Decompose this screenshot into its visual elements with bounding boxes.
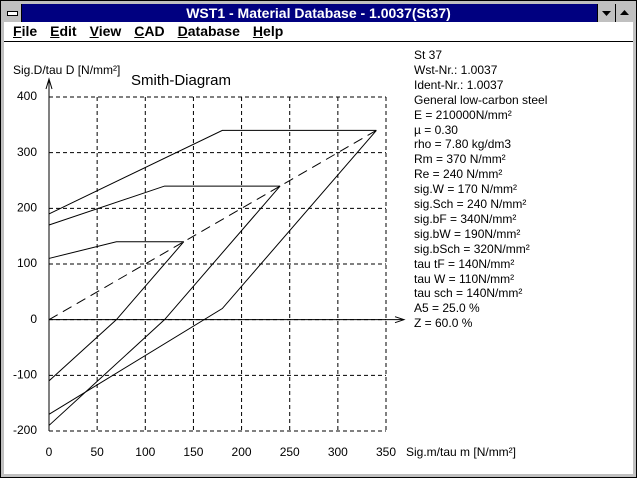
menu-item[interactable]: Database	[177, 23, 240, 39]
y-tick-label: 200	[17, 201, 37, 215]
menu-item[interactable]: Edit	[50, 23, 77, 39]
series-line	[48, 241, 185, 382]
x-tick-label: 100	[135, 445, 155, 459]
x-tick-label: 50	[90, 445, 104, 459]
y-tick-label: 300	[17, 145, 37, 159]
property-line: µ = 0.30	[414, 122, 458, 137]
series-line	[48, 129, 377, 215]
property-line: A5 = 25.0 %	[414, 301, 480, 316]
window-title: WST1 - Material Database - 1.0037(St37)	[186, 5, 451, 21]
menu-item[interactable]: View	[89, 23, 122, 39]
property-line: Re = 240 N/mm²	[414, 167, 503, 182]
x-tick-label: 350	[376, 445, 396, 459]
property-line: sig.bW = 190N/mm²	[414, 226, 521, 241]
menu-bar: File Edit View CAD Database Help	[4, 22, 633, 42]
property-line: sig.bSch = 320N/mm²	[414, 241, 530, 256]
menu-item[interactable]: CAD	[134, 23, 165, 39]
property-line: E = 210000N/mm²	[414, 107, 512, 122]
x-tick-label: 300	[328, 445, 348, 459]
control-box[interactable]	[4, 4, 22, 22]
y-axis-arrow	[45, 77, 53, 90]
title-bar: WST1 - Material Database - 1.0037(St37)	[4, 4, 633, 22]
property-line: rho = 7.80 kg/dm3	[414, 137, 512, 152]
property-line: sig.bF = 340N/mm²	[414, 211, 517, 226]
y-axis-label: Sig.D/tau D [N/mm²]	[13, 63, 120, 77]
property-line: Z = 60.0 %	[414, 316, 473, 331]
x-axis-arrow	[394, 316, 406, 324]
property-line: Rm = 370 N/mm²	[414, 152, 506, 167]
x-tick-label: 200	[232, 445, 252, 459]
menu-item[interactable]: Help	[252, 23, 284, 39]
minimize-button[interactable]	[597, 4, 615, 22]
property-line: Ident-Nr.: 1.0037	[414, 77, 504, 92]
menu-item[interactable]: File	[13, 23, 38, 39]
property-line: St 37	[414, 48, 443, 62]
client-area	[4, 42, 633, 474]
y-tick-label: 0	[30, 312, 37, 326]
series-line	[48, 185, 281, 226]
x-tick-label: 0	[46, 445, 53, 459]
property-line: General low-carbon steel	[414, 92, 548, 107]
series-line	[48, 241, 184, 259]
property-line: tau tF = 140N/mm²	[414, 256, 515, 271]
maximize-button[interactable]	[615, 4, 633, 22]
chart-title: Smith-Diagram	[131, 72, 231, 89]
property-line: sig.W = 170 N/mm²	[414, 182, 518, 197]
x-axis-label: Sig.m/tau m [N/mm²]	[406, 445, 516, 459]
series-line	[48, 185, 281, 426]
property-line: Wst-Nr.: 1.0037	[414, 62, 498, 77]
property-line: tau sch = 140N/mm²	[414, 286, 523, 301]
y-tick-label: -200	[13, 423, 37, 437]
y-tick-label: 100	[17, 256, 37, 270]
y-tick-label: -100	[13, 368, 37, 382]
x-tick-label: 150	[183, 445, 203, 459]
x-tick-label: 250	[280, 445, 300, 459]
property-line: tau W = 110N/mm²	[414, 271, 515, 286]
series-line	[48, 129, 377, 321]
series-line	[48, 130, 377, 415]
property-line: sig.Sch = 240 N/mm²	[414, 197, 527, 211]
y-tick-label: 400	[17, 89, 37, 103]
